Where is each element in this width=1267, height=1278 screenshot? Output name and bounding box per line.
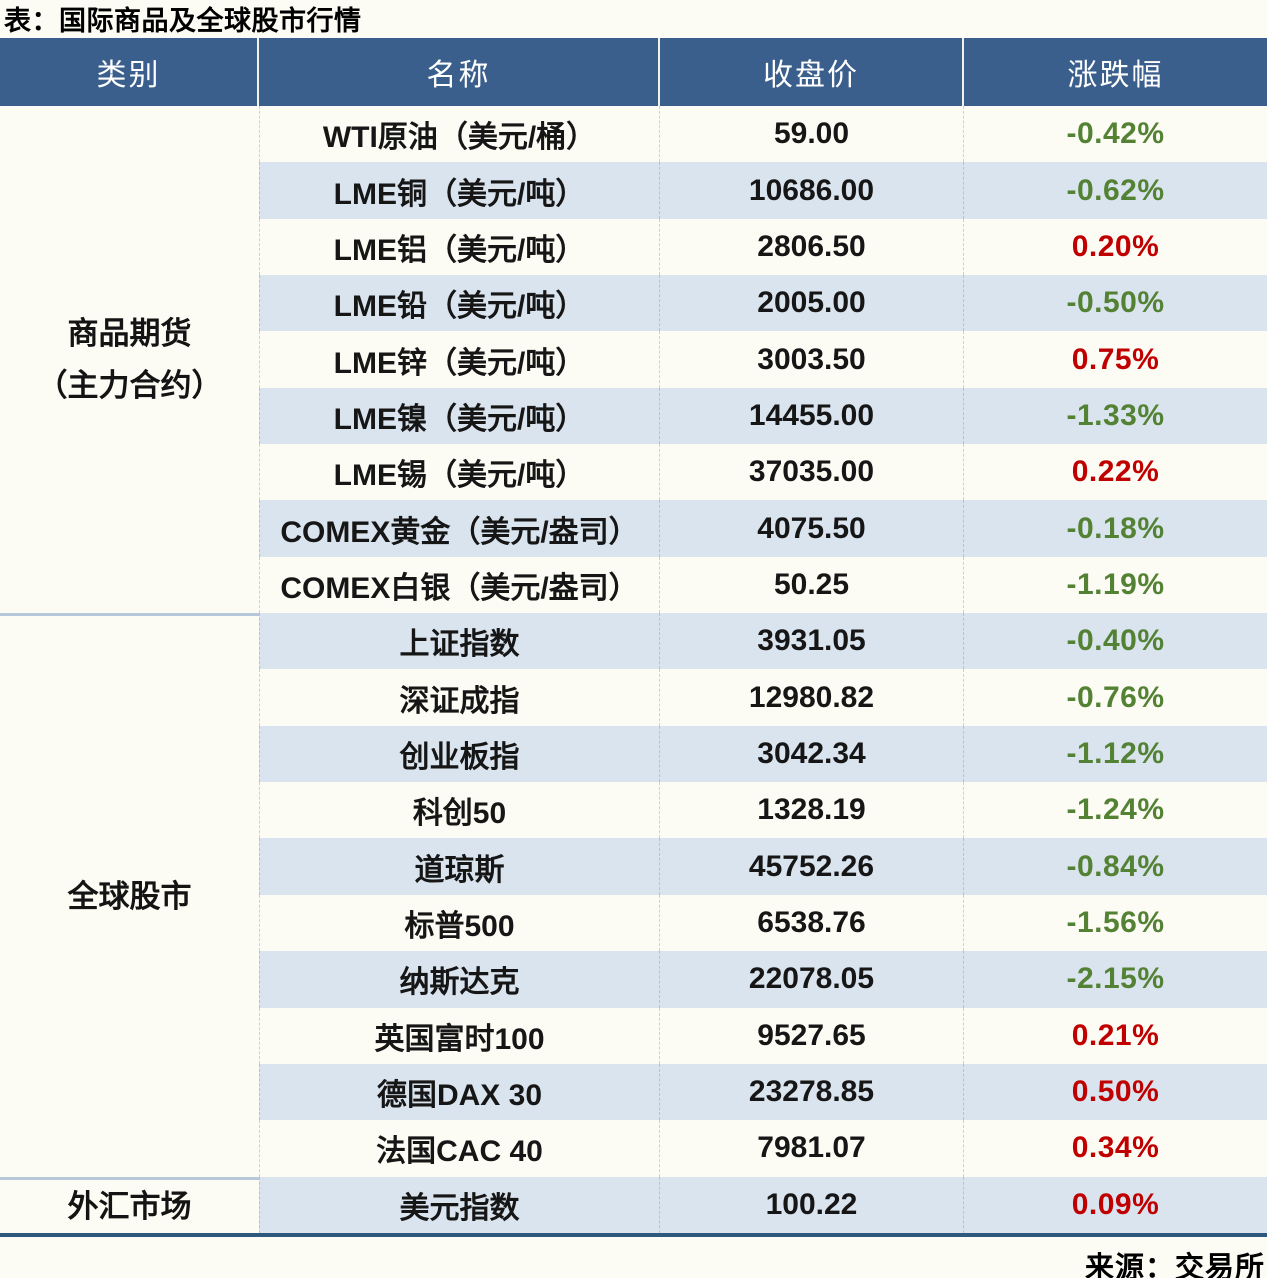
instrument-name: 法国CAC 40 [259,1120,660,1177]
close-price: 10686.00 [660,162,964,219]
category-label-line: 全球股市 [67,878,192,914]
close-price: 2005.00 [660,275,964,332]
col-header-name: 名称 [259,38,660,106]
close-price: 14455.00 [660,387,964,445]
close-price: 12980.82 [660,669,964,726]
instrument-name: 标普500 [259,894,660,952]
col-header-close: 收盘价 [660,38,964,106]
table-title: 表：国际商品及全球股市行情 [4,6,362,36]
change-percent: 0.21% [1071,1018,1160,1052]
close-price: 23278.85 [660,1063,964,1121]
instrument-name: 科创50 [259,782,660,839]
close-price: 3931.05 [660,613,964,670]
instrument-name: LME镍（美元/吨） [259,387,660,445]
close-price: 37035.00 [660,444,964,501]
change-percent: 0.22% [1071,455,1160,489]
category-cell: 全球股市 [0,613,259,1176]
instrument-name: LME铅（美元/吨） [259,275,660,332]
source-note: 来源：交易所 [1084,1251,1265,1278]
instrument-name: COMEX白银（美元/盎司） [259,556,660,614]
change-percent: -0.40% [964,613,1267,670]
instrument-name: LME铜（美元/吨） [259,162,660,219]
instrument-name: 德国DAX 30 [259,1063,660,1121]
change-percent: 0.34% [1071,1131,1160,1165]
close-price: 59.00 [660,106,964,163]
col-header-category: 类别 [0,38,259,106]
change-percent: 0.20% [1071,229,1160,263]
close-price: 50.25 [660,556,964,614]
change-percent: -0.42% [1066,117,1165,151]
close-price: 3042.34 [660,725,964,783]
category-label-line: （主力合约） [36,367,223,403]
change-percent: -2.15% [964,951,1267,1008]
instrument-name: COMEX黄金（美元/盎司） [259,500,660,557]
change-percent: 0.50% [964,1063,1267,1121]
change-percent: 0.09% [964,1176,1267,1233]
change-percent: -1.19% [1066,567,1165,601]
close-price: 45752.26 [660,838,964,895]
category-label-line: 商品期货 [67,316,192,352]
close-price: 4075.50 [660,500,964,557]
instrument-name: 创业板指 [259,725,660,783]
close-price: 3003.50 [660,331,964,388]
instrument-name: 纳斯达克 [259,951,660,1008]
close-price: 22078.05 [660,951,964,1008]
category-label-line: 外汇市场 [67,1188,192,1224]
close-price: 1328.19 [660,782,964,839]
instrument-name: WTI原油（美元/桶） [259,106,660,163]
category-cell: 商品期货 （主力合约） [0,106,259,613]
change-percent: -0.62% [964,162,1267,219]
change-percent: -1.33% [964,387,1267,445]
close-price: 9527.65 [660,1007,964,1064]
change-percent: -1.56% [1066,905,1165,939]
change-percent: -0.18% [964,500,1267,557]
market-table: 类别 名称 收盘价 涨跌幅 商品期货 （主力合约） WTI原油（美元/桶） 59.00… [0,38,1267,1237]
instrument-name: LME锌（美元/吨） [259,331,660,388]
change-percent: -0.50% [964,275,1267,332]
change-percent: -1.12% [964,725,1267,783]
change-percent: -0.76% [1066,680,1165,714]
category-cell: 外汇市场 [0,1176,259,1233]
instrument-name: LME锡（美元/吨） [259,444,660,501]
change-percent: 0.75% [1071,342,1160,376]
close-price: 2806.50 [660,218,964,276]
close-price: 7981.07 [660,1120,964,1177]
change-percent: -0.84% [964,838,1267,895]
instrument-name: 道琼斯 [259,838,660,895]
instrument-name: 深证成指 [259,669,660,726]
change-percent: -1.24% [1066,793,1165,827]
col-header-change: 涨跌幅 [964,38,1267,106]
instrument-name: LME铝（美元/吨） [259,218,660,276]
close-price: 6538.76 [660,894,964,952]
instrument-name: 上证指数 [259,613,660,670]
close-price: 100.22 [660,1176,964,1233]
instrument-name: 英国富时100 [259,1007,660,1064]
instrument-name: 美元指数 [259,1176,660,1233]
